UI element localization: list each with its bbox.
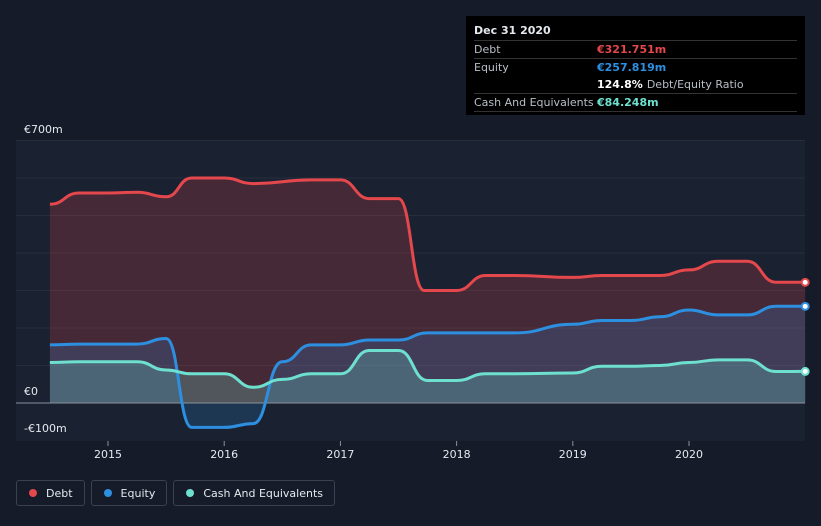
debt-equity-chart: €700m €0 -€100m 2015 2016 2017 2018 2019 2020 xyxy=(16,123,810,461)
y-tick-top: €700m xyxy=(24,123,63,136)
legend-label-cash: Cash And Equivalents xyxy=(203,486,323,500)
x-tick-label-2018: 2018 xyxy=(443,448,471,461)
x-tick-label-2017: 2017 xyxy=(326,448,354,461)
line-debt xyxy=(49,176,806,292)
legend-item-equity[interactable]: Equity xyxy=(90,480,168,506)
tooltip-panel: Dec 31 2020 Debt €321.751m Equity €257.8… xyxy=(466,16,805,115)
area-equity xyxy=(49,306,806,428)
tooltip-cash-value: €84.248m xyxy=(597,96,659,109)
end-marker-cash-and-equivalents xyxy=(800,366,810,376)
series-lines xyxy=(49,176,806,429)
tooltip-row-ratio: 124.8% Debt/Equity Ratio xyxy=(474,76,797,94)
y-tick-zero: €0 xyxy=(24,385,38,398)
x-tick-label-2019: 2019 xyxy=(559,448,587,461)
tooltip-row-cash: Cash And Equivalents €84.248m xyxy=(474,94,797,112)
end-marker-equity xyxy=(800,301,810,311)
tooltip-row-debt: Debt €321.751m xyxy=(474,41,797,59)
legend-dot-debt xyxy=(29,489,37,497)
y-tick-bottom: -€100m xyxy=(24,422,67,435)
tooltip-equity-label: Equity xyxy=(474,61,509,74)
legend: Debt Equity Cash And Equivalents xyxy=(16,480,335,506)
end-marker-debt xyxy=(800,277,810,287)
legend-item-debt[interactable]: Debt xyxy=(16,480,85,506)
x-tick-label-2020: 2020 xyxy=(675,448,703,461)
tooltip-debt-value: €321.751m xyxy=(597,43,667,56)
tooltip-row-equity: Equity €257.819m xyxy=(474,59,797,76)
line-equity xyxy=(49,304,806,429)
x-tick-label-2015: 2015 xyxy=(94,448,122,461)
legend-dot-cash xyxy=(186,489,195,497)
x-tick-label-2016: 2016 xyxy=(210,448,238,461)
legend-label-debt: Debt xyxy=(46,486,73,500)
x-axis-ticks: 2015 2016 2017 2018 2019 2020 xyxy=(94,441,703,461)
legend-item-cash[interactable]: Cash And Equivalents xyxy=(173,480,335,506)
tooltip-debt-label: Debt xyxy=(474,43,501,56)
area-cash-and-equivalents xyxy=(49,350,806,403)
series-end-markers xyxy=(800,277,810,376)
tooltip-ratio-value: 124.8% xyxy=(597,78,643,91)
tooltip-ratio-label: Debt/Equity Ratio xyxy=(646,78,744,91)
tooltip-equity-value: €257.819m xyxy=(597,61,667,74)
legend-dot-equity xyxy=(103,489,112,497)
tooltip-cash-label: Cash And Equivalents xyxy=(474,96,594,109)
line-cash-and-equivalents xyxy=(49,349,806,389)
legend-label-equity: Equity xyxy=(120,486,156,500)
tooltip-date: Dec 31 2020 xyxy=(474,22,797,41)
